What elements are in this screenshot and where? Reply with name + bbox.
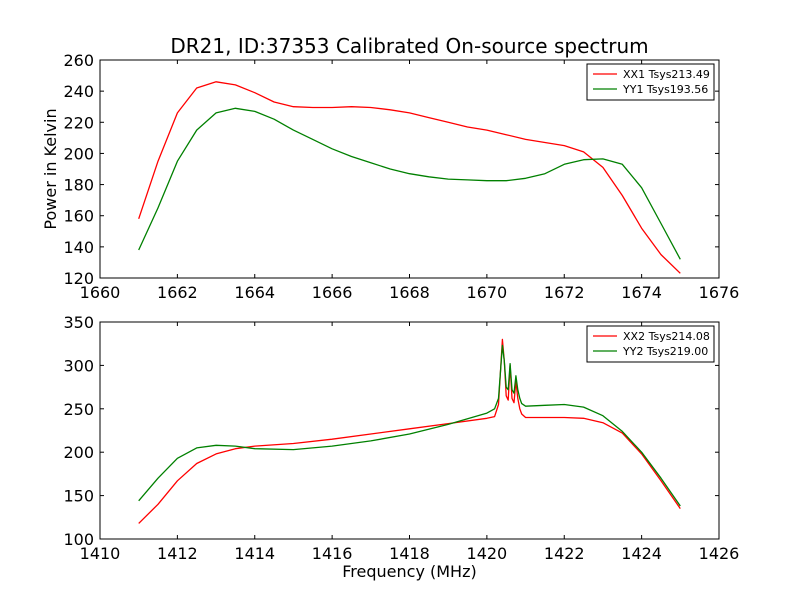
y-axis-label: Power in Kelvin: [41, 108, 60, 229]
x-tick-label-0-4: 1668: [389, 283, 430, 302]
x-tick-label-0-8: 1676: [699, 283, 740, 302]
y-tick-label-0-5: 220: [63, 113, 94, 132]
x-tick-label-1-1: 1412: [157, 544, 198, 563]
y-tick-label-0-7: 260: [63, 51, 94, 70]
x-tick-label-1-4: 1418: [389, 544, 430, 563]
x-tick-label-1-3: 1416: [312, 544, 353, 563]
legend-box-1: [586, 325, 715, 363]
x-tick-label-1-6: 1422: [544, 544, 585, 563]
y-tick-label-0-1: 140: [63, 238, 94, 257]
x-tick-label-0-5: 1670: [467, 283, 508, 302]
x-tick-label-0-0: 1660: [80, 283, 121, 302]
series-line-1-0: [138, 338, 681, 524]
x-tick-label-1-5: 1420: [467, 544, 508, 563]
y-tick-label-1-3: 250: [63, 400, 94, 419]
legend-label-1-0: XX2 Tsys214.08: [623, 330, 710, 343]
y-tick-label-0-6: 240: [63, 82, 94, 101]
y-tick-label-0-2: 160: [63, 207, 94, 226]
y-tick-label-0-3: 180: [63, 176, 94, 195]
chart-title: DR21, ID:37353 Calibrated On-source spec…: [170, 34, 648, 58]
series-line-1-1: [138, 344, 681, 507]
x-tick-label-1-0: 1410: [80, 544, 121, 563]
series-line-0-1: [138, 107, 681, 260]
x-tick-label-1-2: 1414: [234, 544, 275, 563]
x-tick-label-0-2: 1664: [234, 283, 275, 302]
legend-label-0-1: YY1 Tsys193.56: [622, 83, 708, 96]
x-tick-label-0-6: 1672: [544, 283, 585, 302]
x-tick-label-0-3: 1666: [312, 283, 353, 302]
legend-label-0-0: XX1 Tsys213.49: [623, 68, 710, 81]
x-tick-label-0-1: 1662: [157, 283, 198, 302]
legend-label-1-1: YY2 Tsys219.00: [622, 345, 708, 358]
y-tick-label-1-0: 100: [63, 530, 94, 549]
y-tick-label-1-2: 200: [63, 443, 94, 462]
y-tick-label-1-1: 150: [63, 487, 94, 506]
x-tick-label-1-8: 1426: [699, 544, 740, 563]
legend-box-0: [586, 63, 715, 101]
x-tick-label-1-7: 1424: [621, 544, 662, 563]
x-axis-label: Frequency (MHz): [342, 562, 476, 581]
x-tick-label-0-7: 1674: [621, 283, 662, 302]
y-tick-label-0-0: 120: [63, 269, 94, 288]
y-tick-label-1-4: 300: [63, 356, 94, 375]
y-tick-label-1-5: 350: [63, 313, 94, 332]
y-tick-label-0-4: 200: [63, 144, 94, 163]
series-line-0-0: [138, 81, 681, 274]
